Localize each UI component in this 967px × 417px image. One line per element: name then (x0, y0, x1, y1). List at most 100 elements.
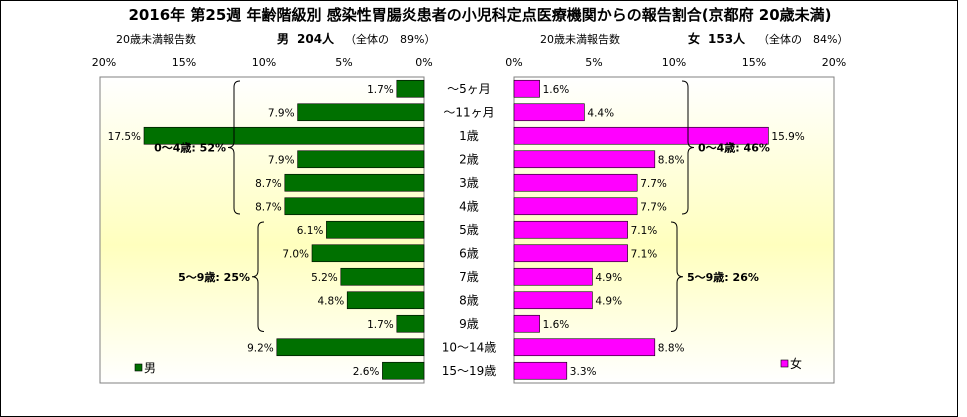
category-label: 10～14歳 (442, 340, 497, 354)
category-label: 6歳 (459, 246, 479, 260)
female-bar (513, 244, 628, 263)
legend-female-label: 女 (790, 356, 802, 371)
right-x-tick: 0% (505, 56, 522, 69)
legend-male-label: 男 (144, 361, 156, 375)
male-value-label: 1.7% (367, 84, 394, 96)
male-value-label: 17.5% (108, 131, 141, 143)
male-value-label: 7.9% (268, 107, 295, 119)
male-bar (396, 79, 425, 98)
right-x-tick: 10% (662, 56, 686, 69)
right-header: 20歳未満報告数 女 153人 （全体の 84%） (540, 31, 848, 46)
category-label: ～11ヶ月 (443, 105, 494, 119)
male-value-label: 7.0% (282, 248, 309, 260)
male-bar (340, 267, 425, 286)
male-bar (346, 291, 425, 310)
female-value-label: 7.1% (631, 248, 658, 260)
female-bar (513, 79, 540, 98)
right-header-count: 153人 (708, 31, 746, 46)
male-value-label: 4.8% (318, 295, 345, 307)
female-value-label: 15.9% (771, 131, 804, 143)
male-bar (297, 150, 425, 169)
category-label: 9歳 (459, 317, 479, 331)
left-x-tick: 20% (92, 56, 116, 69)
male-bar (396, 314, 425, 333)
category-label: 1歳 (459, 129, 479, 143)
category-label: 2歳 (459, 152, 479, 166)
chart-title: 2016年 第25週 年齢階級別 感染性胃腸炎患者の小児科定点医療機関からの報告… (128, 6, 831, 24)
female-bar (513, 173, 638, 192)
right-header-sex: 女 (688, 31, 700, 46)
male-value-label: 2.6% (353, 366, 380, 378)
female-value-label: 4.9% (595, 295, 622, 307)
category-label: 5歳 (459, 223, 479, 237)
male-bar (276, 338, 425, 357)
left-header-share: （全体の 89%） (345, 32, 435, 46)
category-label: 15～19歳 (442, 364, 497, 378)
male-group-brace (227, 80, 241, 215)
left-header-count: 204人 (297, 31, 335, 46)
female-value-label: 3.3% (570, 366, 597, 378)
legend-female-swatch (780, 359, 789, 368)
female-bar (513, 220, 628, 239)
female-value-label: 4.9% (595, 272, 622, 284)
female-group-label: 5～9歳: 26% (687, 270, 759, 284)
category-label: 4歳 (459, 199, 479, 213)
category-labels: ～5ヶ月 ～11ヶ月 1歳 2歳 3歳 4歳 5歳 6歳 7歳 8歳 9歳 10～14歳 15～19歳 (442, 82, 497, 378)
male-value-label: 6.1% (297, 225, 324, 237)
male-group-label: 5～9歳: 25% (178, 270, 250, 284)
female-value-label: 7.1% (631, 225, 658, 237)
male-bar (284, 173, 425, 192)
right-x-axis: 0% 5% 10% 15% 20% (505, 56, 846, 69)
male-value-label: 8.7% (255, 201, 282, 213)
right-header-share: （全体の 84%） (758, 32, 848, 46)
female-bar (513, 291, 593, 310)
male-bar (311, 244, 425, 263)
category-label: 8歳 (459, 293, 479, 307)
female-bars: 1.6% 4.4% 15.9% 8.8% 7.7% 7.7% 7.1% 7.1% 4.9% 4.9… (513, 79, 805, 380)
right-x-tick: 20% (822, 56, 846, 69)
left-header-label: 20歳未満報告数 (116, 33, 196, 46)
female-value-label: 1.6% (543, 319, 570, 331)
female-group-brace (681, 80, 695, 215)
left-x-tick: 10% (252, 56, 276, 69)
category-label: 7歳 (459, 270, 479, 284)
male-value-label: 1.7% (367, 319, 394, 331)
female-bar (513, 267, 593, 286)
legend-female: 女 (780, 356, 802, 371)
left-header: 20歳未満報告数 男 204人 （全体の 89%） (116, 31, 435, 46)
age-group-braces: 0～4歳: 52% 5～9歳: 25% 0～4歳: 46% 5～9歳: 26% (154, 80, 770, 332)
male-bar (297, 103, 425, 122)
female-group-brace (670, 221, 684, 332)
female-bar (513, 150, 656, 169)
male-bar (284, 197, 425, 216)
female-value-label: 8.8% (658, 342, 685, 354)
category-label: ～5ヶ月 (447, 82, 491, 96)
male-value-label: 8.7% (255, 178, 282, 190)
left-x-tick: 5% (335, 56, 352, 69)
female-bar (513, 197, 638, 216)
right-header-label: 20歳未満報告数 (540, 33, 620, 46)
female-value-label: 8.8% (658, 154, 685, 166)
female-bar (513, 314, 540, 333)
male-bars: 1.7% 7.9% 17.5% 7.9% 8.7% 8.7% 6.1% 7.0%5.2% 4.8… (108, 79, 425, 380)
female-bar (513, 103, 585, 122)
female-value-label: 7.7% (640, 178, 667, 190)
legend-male-swatch (134, 363, 143, 372)
female-group-label: 0～4歳: 46% (698, 141, 770, 155)
right-x-tick: 5% (585, 56, 602, 69)
female-value-label: 1.6% (543, 84, 570, 96)
female-bar (513, 338, 656, 357)
male-bar (382, 361, 425, 380)
female-value-label: 4.4% (587, 107, 614, 119)
left-header-sex: 男 (277, 32, 289, 46)
female-value-label: 7.7% (640, 201, 667, 213)
left-x-tick: 15% (172, 56, 196, 69)
male-value-label: 9.2% (247, 342, 274, 354)
left-x-tick: 0% (415, 56, 432, 69)
male-bar (326, 220, 425, 239)
female-bar (513, 126, 769, 145)
right-x-tick: 15% (742, 56, 766, 69)
male-group-label: 0～4歳: 52% (154, 141, 226, 155)
left-x-axis: 20% 15% 10% 5% 0% (92, 56, 433, 69)
